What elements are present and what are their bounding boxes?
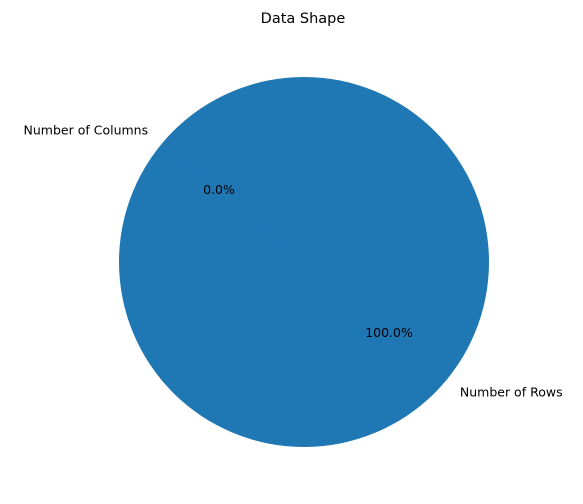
pie-pct-number-of-rows: 100.0% <box>365 325 413 340</box>
pie-labels: Number of Rows 100.0% Number of Columns 0.0… <box>24 123 563 400</box>
pie-slice-edge-number-of-rows <box>161 142 305 263</box>
pie-pct-number-of-columns: 0.0% <box>203 182 235 197</box>
pie-label-number-of-rows: Number of Rows <box>460 384 563 399</box>
pie-label-number-of-columns: Number of Columns <box>24 123 149 138</box>
chart-title: Data Shape <box>261 11 346 27</box>
pie-slices <box>119 77 489 447</box>
